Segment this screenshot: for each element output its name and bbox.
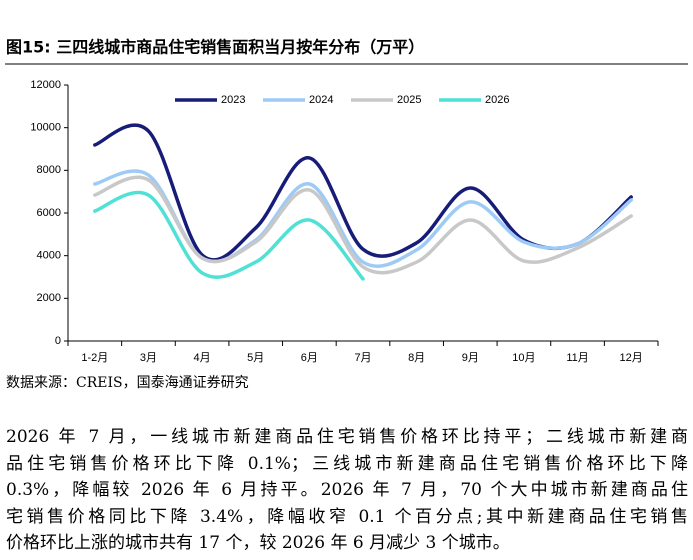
y-tick-label: 8000 [37, 164, 61, 176]
legend-label: 2025 [397, 94, 421, 106]
y-tick-label: 12000 [30, 79, 61, 91]
y-tick-label: 4000 [37, 250, 61, 262]
body-line: 0.3%，降幅较 2026 年 6 月持平。2026 年 7 月，70 个大中城… [6, 480, 688, 500]
x-tick-label: 9月 [462, 352, 479, 364]
x-tick-label: 3月 [140, 352, 157, 364]
x-tick-label: 1-2月 [81, 352, 108, 364]
x-tick-label: 6月 [301, 352, 318, 364]
line-series [93, 175, 633, 275]
y-tick-label: 6000 [37, 207, 61, 219]
chart: 图15: 三四线城市商品住宅销售面积当月按年分布（万平） 数据来源：CREIS，… [5, 38, 688, 391]
chart-title: 图15: 三四线城市商品住宅销售面积当月按年分布（万平） [6, 38, 424, 57]
legend-label: 2024 [309, 94, 333, 106]
line-series [93, 123, 633, 262]
legend-label: 2026 [485, 94, 509, 106]
x-tick-label: 11月 [566, 352, 588, 364]
legend-label: 2023 [221, 94, 245, 106]
x-tick-label: 4月 [194, 352, 211, 364]
x-tick-label: 12月 [620, 352, 643, 364]
body-line: 价格环比上涨的城市共有 17 个，较 2026 年 6 月减少 3 个城市。 [6, 533, 510, 553]
y-tick-label: 10000 [30, 122, 61, 134]
source: 数据来源：CREIS，国泰海通证券研究 [6, 375, 249, 391]
line-series [93, 190, 365, 281]
body-line: 品住宅销售价格环比下降 0.1%；三线城市新建商品住宅销售价格环比下降 [6, 453, 688, 474]
y-tick-label: 2000 [37, 292, 61, 304]
body-line: 宅销售价格同比下降 3.4%，降幅收窄 0.1 个百分点;其中新建商品住宅销售 [6, 506, 688, 527]
x-tick-label: 8月 [408, 352, 425, 364]
y-tick-label: 0 [55, 335, 61, 347]
body-text: 2026 年 7 月，一线城市新建商品住宅销售价格环比持平；二线城市新建商 品住宅… [6, 424, 688, 557]
x-tick-label: 10月 [512, 352, 535, 364]
body-line: 2026 年 7 月，一线城市新建商品住宅销售价格环比持平；二线城市新建商 [6, 427, 688, 447]
x-tick-label: 7月 [354, 352, 371, 364]
x-tick-label: 5月 [247, 352, 264, 364]
